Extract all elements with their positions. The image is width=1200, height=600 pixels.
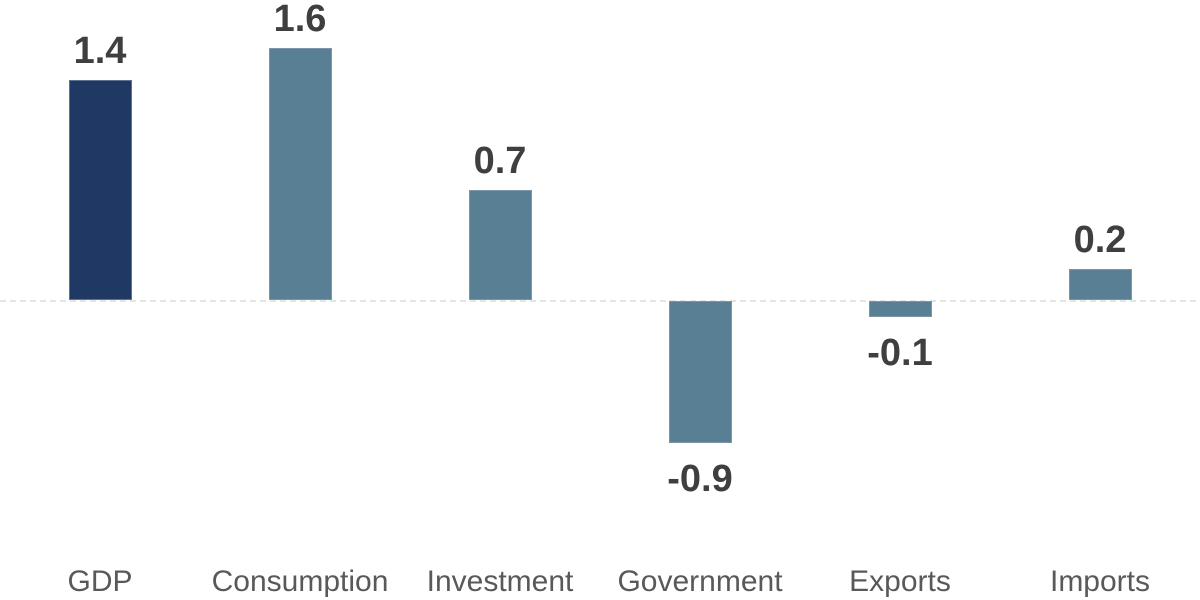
value-label-gdp: 1.4 bbox=[73, 29, 127, 72]
category-label-investment: Investment bbox=[426, 565, 574, 598]
bar-investment bbox=[468, 189, 532, 300]
value-label-imports: 0.2 bbox=[1073, 218, 1127, 261]
zero-axis-line bbox=[0, 300, 1200, 302]
category-label-exports: Exports bbox=[849, 565, 951, 598]
value-label-government: -0.9 bbox=[667, 457, 733, 500]
bar-exports bbox=[868, 301, 932, 317]
category-label-gdp: GDP bbox=[67, 565, 133, 598]
category-label-government: Government bbox=[617, 565, 783, 598]
category-label-imports: Imports bbox=[1049, 565, 1151, 598]
bar-consumption bbox=[268, 48, 332, 300]
bar-government bbox=[668, 301, 732, 443]
value-label-consumption: 1.6 bbox=[273, 0, 327, 40]
bar-gdp bbox=[68, 79, 132, 300]
value-label-investment: 0.7 bbox=[473, 139, 527, 182]
bar-imports bbox=[1068, 268, 1132, 300]
category-label-consumption: Consumption bbox=[211, 565, 389, 598]
value-label-exports: -0.1 bbox=[867, 331, 933, 374]
